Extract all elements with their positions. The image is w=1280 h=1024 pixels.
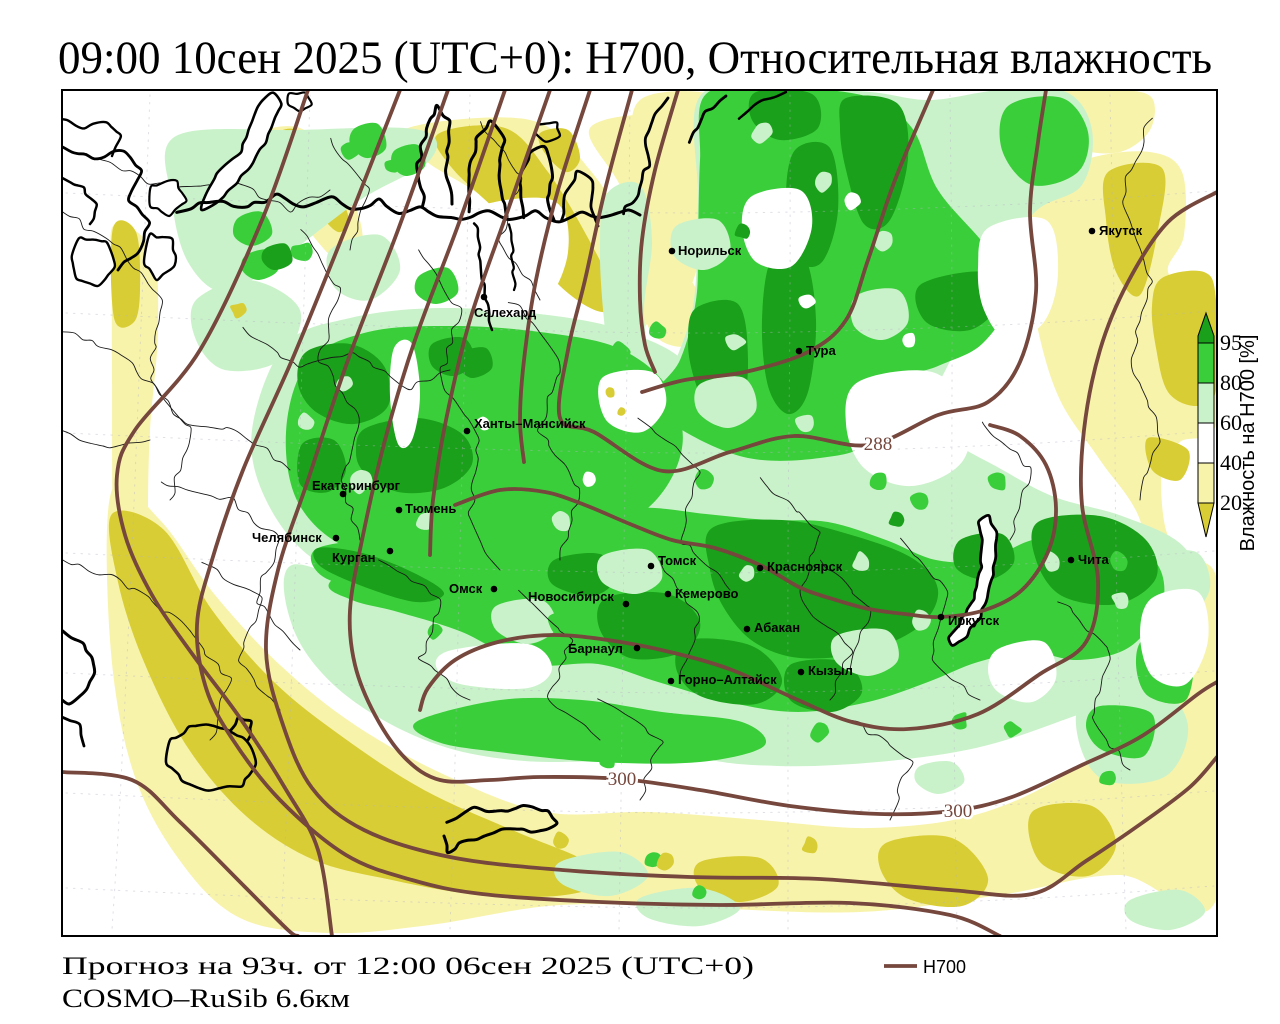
svg-text:Салехард: Салехард [474,305,537,320]
svg-text:Екатеринбург: Екатеринбург [312,478,401,493]
svg-text:Прогноз на 93ч. от 12:00 06сен: Прогноз на 93ч. от 12:00 06сен 2025 (UTC… [62,953,754,980]
svg-text:80: 80 [1220,370,1242,395]
svg-text:300: 300 [944,801,973,822]
svg-text:60: 60 [1220,410,1242,435]
svg-text:Абакан: Абакан [754,620,800,635]
svg-text:Горно–Алтайск: Горно–Алтайск [678,672,777,687]
svg-text:Омск: Омск [449,581,483,596]
svg-text:Кызыл: Кызыл [808,663,853,678]
svg-text:Томск: Томск [658,553,697,568]
svg-text:Ханты–Мансийск: Ханты–Мансийск [474,416,586,431]
svg-text:Чита: Чита [1078,552,1109,567]
svg-text:288: 288 [864,434,893,455]
svg-text:40: 40 [1220,450,1242,475]
svg-text:Челябинск: Челябинск [252,530,322,545]
svg-text:Красноярск: Красноярск [767,559,843,574]
svg-text:09:00 10сен 2025 (UTC+0): H700: 09:00 10сен 2025 (UTC+0): H700, Относите… [58,32,1212,84]
svg-text:Норильск: Норильск [678,243,742,258]
svg-text:Барнаул: Барнаул [568,641,623,656]
svg-text:Тура: Тура [806,343,836,358]
svg-text:Якутск: Якутск [1099,223,1143,238]
svg-text:20: 20 [1220,490,1242,515]
svg-text:COSMO–RuSib 6.6км: COSMO–RuSib 6.6км [62,984,350,1013]
svg-text:H700: H700 [923,957,966,977]
svg-text:Влажность на H700 [%]: Влажность на H700 [%] [1237,335,1259,552]
svg-text:Курган: Курган [332,550,375,565]
svg-text:Иркутск: Иркутск [948,613,1000,628]
svg-text:95: 95 [1220,330,1242,355]
svg-text:Кемерово: Кемерово [675,586,739,601]
svg-text:300: 300 [608,769,637,790]
svg-text:Новосибирск: Новосибирск [528,589,614,604]
svg-text:Тюмень: Тюмень [405,501,456,516]
